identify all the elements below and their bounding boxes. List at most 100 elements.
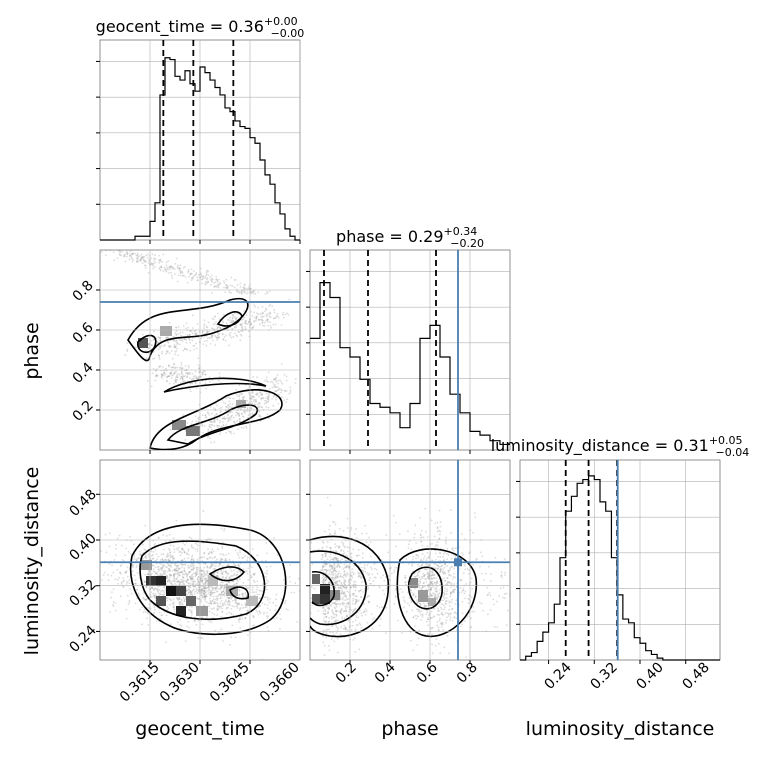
sample-point xyxy=(265,579,268,581)
sample-point xyxy=(169,573,171,576)
sample-point xyxy=(265,552,268,555)
sample-point xyxy=(233,325,236,328)
sample-point xyxy=(255,317,258,320)
sample-point xyxy=(176,598,179,600)
sample-point xyxy=(238,621,240,623)
sample-point xyxy=(340,587,343,590)
sample-point xyxy=(122,580,125,583)
sample-point xyxy=(244,322,246,325)
sample-point xyxy=(172,573,175,576)
sample-point xyxy=(185,580,188,583)
sample-point xyxy=(260,406,263,409)
sample-point xyxy=(145,586,148,589)
sample-point xyxy=(464,565,466,567)
sample-point xyxy=(189,330,191,332)
sample-point xyxy=(329,564,332,567)
sample-point xyxy=(204,370,206,373)
sample-point xyxy=(184,570,187,573)
sample-point xyxy=(376,605,379,607)
sample-point xyxy=(468,594,471,597)
sample-point xyxy=(246,556,249,559)
sample-point xyxy=(376,572,379,575)
sample-point xyxy=(120,582,123,585)
sample-point xyxy=(179,554,182,557)
sample-point xyxy=(156,558,159,561)
sample-point xyxy=(190,279,193,282)
sample-point xyxy=(216,418,219,421)
sample-point xyxy=(506,609,509,612)
sample-point xyxy=(323,616,326,619)
sample-point xyxy=(273,378,276,381)
sample-point xyxy=(216,279,219,282)
sample-point xyxy=(152,592,155,595)
sample-point xyxy=(171,357,174,360)
sample-point xyxy=(182,375,185,378)
sample-point xyxy=(92,552,94,554)
sample-point xyxy=(190,562,193,565)
sample-point xyxy=(238,556,241,559)
sample-point xyxy=(187,364,190,367)
sample-point xyxy=(188,334,191,337)
sample-point xyxy=(191,577,194,580)
sample-point xyxy=(247,402,250,405)
sample-point xyxy=(153,357,156,360)
sample-point xyxy=(191,332,194,335)
sample-point xyxy=(236,571,239,574)
sample-point xyxy=(280,381,283,383)
sample-point xyxy=(334,550,337,553)
sample-point xyxy=(421,575,423,578)
sample-point xyxy=(235,334,238,337)
sample-point xyxy=(362,611,365,614)
sample-point xyxy=(142,259,145,262)
sample-point xyxy=(177,354,179,357)
sample-point xyxy=(174,569,176,572)
sample-point xyxy=(352,600,354,602)
sample-point xyxy=(189,590,192,592)
sample-point xyxy=(330,573,333,576)
sample-point xyxy=(125,250,128,251)
sample-point xyxy=(365,541,368,543)
sample-point xyxy=(404,601,407,603)
sample-point xyxy=(419,587,421,589)
sample-point xyxy=(194,542,197,545)
sample-point xyxy=(323,644,326,647)
sample-point xyxy=(440,568,443,571)
sample-point xyxy=(206,281,209,284)
sample-point xyxy=(221,399,224,402)
sample-point xyxy=(220,605,222,608)
density-cell xyxy=(140,560,152,570)
sample-point xyxy=(500,571,503,574)
sample-point xyxy=(216,424,218,427)
sample-point xyxy=(232,320,234,322)
sample-point xyxy=(280,388,283,391)
sample-point xyxy=(196,578,199,580)
sample-point xyxy=(228,396,230,399)
sample-point xyxy=(173,611,176,613)
sample-point xyxy=(180,367,182,369)
sample-point xyxy=(274,386,277,389)
sample-point xyxy=(197,375,200,378)
sample-point xyxy=(206,566,209,569)
sample-point xyxy=(325,621,328,623)
sample-point xyxy=(334,530,337,533)
sample-point xyxy=(371,627,374,630)
sample-point xyxy=(339,592,342,595)
sample-point xyxy=(143,580,146,583)
sample-point xyxy=(174,332,177,335)
sample-point xyxy=(233,599,236,602)
sample-point xyxy=(211,278,214,281)
sample-point xyxy=(209,421,212,423)
xtick-label: 0.4 xyxy=(372,659,399,686)
sample-point xyxy=(423,604,426,607)
sample-point xyxy=(217,284,220,287)
sample-point xyxy=(390,566,392,569)
sample-point xyxy=(266,604,269,606)
sample-point xyxy=(326,569,329,572)
sample-point xyxy=(201,582,204,585)
sample-point xyxy=(335,576,337,579)
sample-point xyxy=(206,330,208,333)
sample-point xyxy=(118,250,121,252)
sample-point xyxy=(209,590,212,592)
sample-point xyxy=(243,291,245,294)
sample-point xyxy=(401,631,403,634)
